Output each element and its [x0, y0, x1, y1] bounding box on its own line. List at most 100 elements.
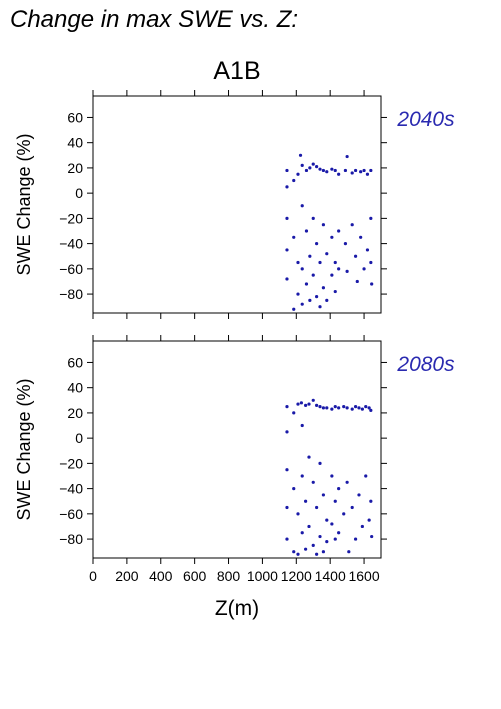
- x-axis-label: Z(m): [215, 597, 259, 620]
- y-tick-label: 60: [67, 109, 83, 125]
- x-tick-label: 1600: [348, 568, 379, 584]
- data-point: [337, 267, 341, 271]
- data-point: [304, 229, 309, 233]
- data-point: [359, 235, 363, 239]
- y-axis-label: SWE Change (%): [14, 133, 34, 275]
- data-point: [311, 216, 315, 220]
- data-point: [300, 531, 304, 535]
- data-point: [296, 172, 300, 176]
- data-point: [325, 540, 329, 544]
- x-tick-label: 600: [183, 568, 207, 584]
- data-point: [308, 254, 312, 258]
- data-point: [333, 405, 337, 409]
- x-tick-label: 400: [149, 568, 173, 584]
- data-point: [318, 461, 322, 465]
- data-point: [333, 260, 337, 265]
- plot-frame: [92, 340, 382, 559]
- data-point: [333, 537, 337, 541]
- y-tick-label: −40: [59, 236, 83, 252]
- data-point: [353, 168, 358, 173]
- data-point: [321, 550, 325, 554]
- data-point: [315, 295, 319, 299]
- y-tick-label: −60: [59, 506, 83, 522]
- data-point: [296, 552, 300, 556]
- data-point: [311, 543, 315, 547]
- data-point: [333, 289, 337, 294]
- data-point: [367, 406, 371, 410]
- data-point: [307, 524, 311, 529]
- data-point: [345, 154, 349, 159]
- data-point: [285, 468, 289, 472]
- data-point: [369, 216, 373, 220]
- data-point: [333, 499, 337, 503]
- data-point: [325, 298, 329, 302]
- x-tick-label: 1000: [247, 568, 278, 584]
- data-point: [369, 168, 373, 173]
- data-point: [285, 248, 289, 252]
- data-point: [362, 168, 366, 173]
- data-point: [369, 499, 373, 503]
- data-point: [300, 267, 304, 271]
- data-point: [321, 286, 325, 290]
- data-point: [292, 550, 296, 554]
- data-point: [364, 405, 368, 409]
- data-point: [315, 165, 319, 169]
- data-point: [350, 171, 354, 175]
- y-tick-label: −20: [59, 455, 83, 471]
- data-point: [285, 405, 289, 409]
- y-tick-label: 20: [67, 405, 83, 421]
- data-point: [330, 273, 334, 277]
- data-point: [360, 407, 364, 411]
- data-point: [325, 170, 329, 174]
- y-tick-label: 0: [75, 185, 83, 201]
- data-point: [300, 204, 304, 208]
- y-tick-label: 0: [75, 430, 83, 446]
- data-point: [315, 552, 319, 556]
- data-point: [292, 411, 296, 415]
- data-point: [300, 474, 304, 478]
- data-point: [353, 537, 358, 541]
- data-point: [292, 307, 296, 311]
- panel-2080s: 60 40 20 0 −20 −40 −60 −80 SWE Change (%) 2080s: [14, 335, 455, 564]
- data-point: [321, 223, 325, 227]
- y-tick-label: −80: [59, 286, 83, 302]
- data-point: [285, 216, 289, 220]
- data-point: [337, 487, 341, 491]
- x-axis: 0 200 400 600 800 1000 1200 1400 1600: [89, 568, 380, 584]
- data-point: [300, 163, 304, 167]
- data-point: [370, 534, 374, 539]
- data-point: [343, 168, 348, 173]
- data-point: [307, 455, 311, 459]
- data-point: [367, 518, 371, 522]
- data-point: [321, 406, 325, 410]
- data-point: [315, 242, 319, 246]
- y-tick-label: −40: [59, 481, 83, 497]
- x-tick-label: 200: [115, 568, 139, 584]
- data-point: [370, 282, 374, 286]
- data-point: [285, 537, 289, 541]
- data-point: [298, 153, 303, 157]
- data-point: [365, 248, 370, 252]
- x-tick-label: 1200: [281, 568, 312, 584]
- data-point: [345, 406, 349, 410]
- x-tick-label: 0: [89, 568, 97, 584]
- data-point: [330, 474, 334, 478]
- data-point: [325, 252, 329, 256]
- data-point: [330, 235, 334, 239]
- y-tick-label: 40: [67, 380, 83, 396]
- data-point: [350, 407, 354, 411]
- data-point: [345, 269, 349, 273]
- data-point: [311, 162, 315, 166]
- data-point: [355, 279, 359, 284]
- data-point: [337, 172, 341, 176]
- data-point: [296, 260, 300, 265]
- data-point: [343, 242, 348, 246]
- data-point: [315, 505, 319, 510]
- data-point: [357, 406, 361, 410]
- data-point: [292, 235, 296, 239]
- data-point: [304, 499, 308, 503]
- data-point: [369, 408, 373, 412]
- data-point: [304, 168, 309, 173]
- data-point: [292, 487, 296, 491]
- data-point: [342, 405, 346, 409]
